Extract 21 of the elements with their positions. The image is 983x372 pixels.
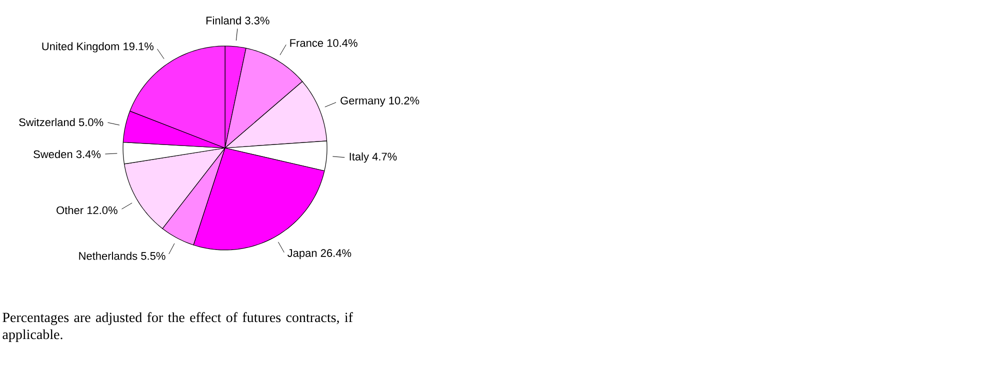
data-label: 12.0% — [87, 206, 118, 214]
slice-label: Switzerland — [19, 118, 75, 126]
data-label: 26.4% — [320, 249, 352, 257]
data-label: 4.7% — [372, 152, 397, 160]
slice-label: Italy — [350, 152, 369, 163]
slice-label: France — [290, 39, 324, 47]
data-label: 5.0% — [78, 118, 104, 126]
data-label: 10.2% — [389, 96, 420, 104]
data-label: 19.1% — [124, 42, 154, 50]
slice-label: United Kingdom — [42, 42, 119, 52]
slice-label: Germany — [340, 96, 386, 107]
data-label: 10.4% — [327, 39, 358, 47]
text: Percentages are adjusted for the effect of futures contracts, if applicable. — [2, 312, 353, 342]
data-label: 5.5% — [141, 252, 166, 260]
slice-label: Finland — [206, 16, 241, 24]
slice-label: Japan — [287, 249, 317, 260]
slice-label: Netherlands — [79, 252, 138, 260]
data-label: 3.3% — [245, 16, 270, 24]
data-label: 3.4% — [76, 150, 101, 158]
slice-label: Sweden — [34, 150, 72, 158]
slice-label: Other — [56, 206, 84, 214]
